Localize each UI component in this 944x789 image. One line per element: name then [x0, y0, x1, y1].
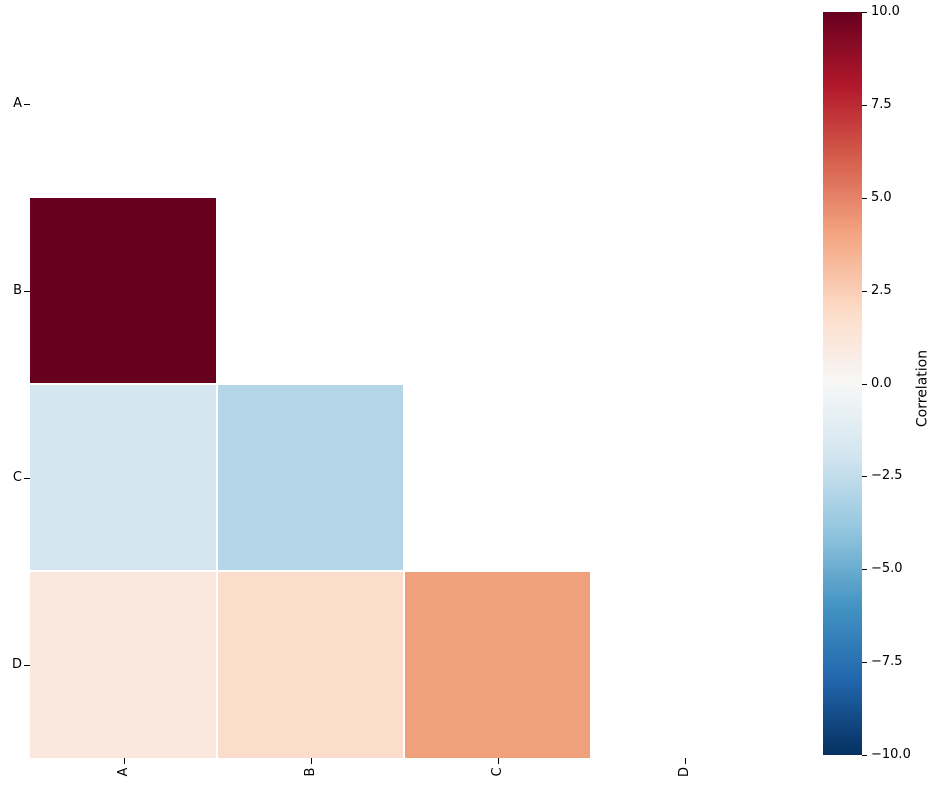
heatmap-cell-D-B — [217, 571, 404, 758]
colorbar-tick-mark — [862, 12, 867, 13]
colorbar-axis-label: Correlation — [914, 349, 931, 428]
colorbar-tick-mark — [862, 476, 867, 477]
colorbar-tick-label: −10.0 — [871, 747, 911, 762]
colorbar-tick-mark — [862, 384, 867, 385]
colorbar-tick-label: −7.5 — [871, 654, 903, 669]
colorbar-tick-label: 5.0 — [871, 190, 892, 205]
y-tick-mark — [24, 291, 30, 292]
y-tick-mark — [24, 665, 30, 666]
x-tick-label-C: C — [490, 767, 505, 777]
colorbar-tick-mark — [862, 105, 867, 106]
x-tick-mark — [498, 758, 499, 764]
heatmap-gridline-horizontal — [30, 570, 778, 572]
heatmap-cell-D-C — [404, 571, 591, 758]
x-tick-mark — [311, 758, 312, 764]
colorbar-tick-label: 10.0 — [871, 4, 900, 19]
heatmap-cell-D-A — [30, 571, 217, 758]
heatmap-plot-area — [30, 10, 778, 758]
x-tick-mark — [685, 758, 686, 764]
colorbar-tick-mark — [862, 755, 867, 756]
colorbar-tick-mark — [862, 662, 867, 663]
colorbar-tick-label: 0.0 — [871, 376, 892, 391]
y-tick-label-C: C — [12, 470, 22, 485]
heatmap-cell-B-A — [30, 197, 217, 384]
y-tick-mark — [24, 104, 30, 105]
y-tick-label-D: D — [11, 657, 22, 672]
x-tick-mark — [124, 758, 125, 764]
colorbar-tick-mark — [862, 569, 867, 570]
x-tick-label-A: A — [116, 767, 131, 777]
colorbar-tick-mark — [862, 291, 867, 292]
y-tick-label-B: B — [13, 283, 22, 298]
colorbar-tick-label: 2.5 — [871, 283, 892, 298]
y-tick-label-A: A — [13, 96, 22, 111]
x-tick-label-B: B — [303, 767, 318, 777]
colorbar-gradient — [823, 12, 862, 755]
heatmap-cell-C-B — [217, 384, 404, 571]
colorbar-tick-label: −5.0 — [871, 561, 903, 576]
heatmap-gridline-vertical — [590, 10, 592, 758]
x-tick-label-D: D — [677, 767, 692, 778]
heatmap-gridline-horizontal — [30, 383, 778, 385]
colorbar-tick-label: 7.5 — [871, 97, 892, 112]
heatmap-cell-C-A — [30, 384, 217, 571]
colorbar-tick-mark — [862, 198, 867, 199]
y-tick-mark — [24, 478, 30, 479]
colorbar-tick-label: −2.5 — [871, 468, 903, 483]
